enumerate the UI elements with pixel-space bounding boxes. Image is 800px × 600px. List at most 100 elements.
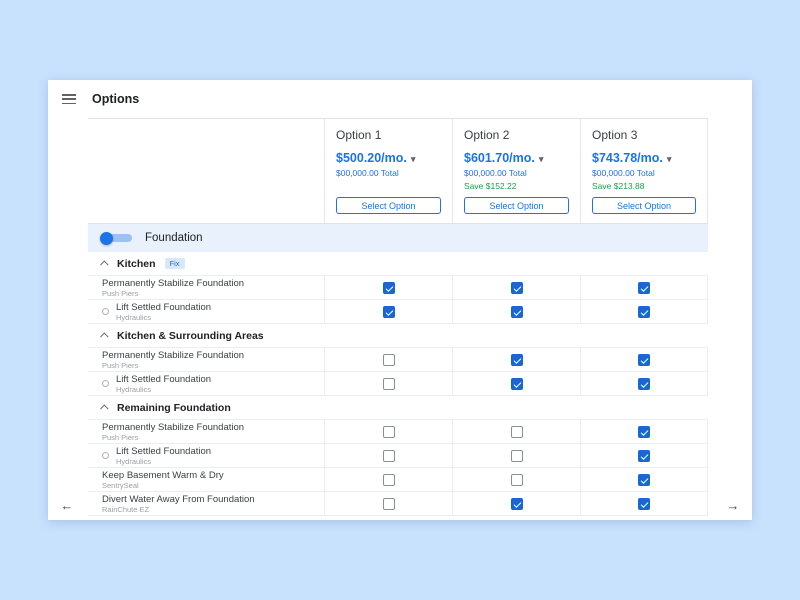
row-title: Keep Basement Warm & Dry xyxy=(102,469,224,481)
table-row: Divert Water Away From Foundation RainCh… xyxy=(88,492,708,516)
option-price: $743.78/mo. xyxy=(592,151,663,165)
row-label: Lift Settled Foundation Hydraulics xyxy=(88,372,324,395)
table-row: Lift Settled Foundation Hydraulics xyxy=(88,300,708,324)
checkbox[interactable] xyxy=(510,353,523,366)
checkbox[interactable] xyxy=(510,497,523,510)
table-row: Permanently Stabilize Foundation Push Pi… xyxy=(88,276,708,300)
checkbox[interactable] xyxy=(510,377,523,390)
select-option-button[interactable]: Select Option xyxy=(592,197,696,214)
checkbox[interactable] xyxy=(638,425,650,438)
checkbox[interactable] xyxy=(382,281,395,294)
checkbox[interactable] xyxy=(638,353,650,366)
row-label: Permanently Stabilize Foundation Push Pi… xyxy=(88,276,324,299)
checkbox[interactable] xyxy=(638,377,650,390)
table-row: Keep Basement Warm & Dry SentrySeal xyxy=(88,468,708,492)
checkbox[interactable] xyxy=(382,377,395,390)
option-label: Option 2 xyxy=(464,128,510,142)
row-subtitle: SentrySeal xyxy=(102,480,139,490)
option-price-dropdown[interactable]: $500.20/mo. xyxy=(336,151,441,165)
chevron-up-icon xyxy=(100,403,109,413)
checkbox[interactable] xyxy=(382,425,395,438)
checkbox[interactable] xyxy=(638,473,650,486)
option-3-header: Option 3 $743.78/mo. $00,000.00 Total Sa… xyxy=(580,119,708,223)
checkbox[interactable] xyxy=(382,449,395,462)
table-row: Lift Settled Foundation Hydraulics xyxy=(88,372,708,396)
row-label: Lift Settled Foundation Hydraulics xyxy=(88,300,324,323)
option-total: $00,000.00 Total xyxy=(592,168,655,178)
checkbox[interactable] xyxy=(382,353,395,366)
checkbox[interactable] xyxy=(510,473,523,486)
chevron-down-icon xyxy=(667,151,672,165)
option-price-dropdown[interactable]: $743.78/mo. xyxy=(592,151,696,165)
section-label: Kitchen xyxy=(117,257,156,270)
category-band-foundation: Foundation xyxy=(88,224,708,252)
select-option-button[interactable]: Select Option xyxy=(464,197,569,214)
section-header-remaining-foundation[interactable]: Remaining Foundation xyxy=(88,396,708,420)
row-title: Lift Settled Foundation xyxy=(116,373,212,385)
option-total: $00,000.00 Total xyxy=(464,168,527,178)
row-subtitle: RainChute EZ xyxy=(102,504,150,514)
checkbox[interactable] xyxy=(638,305,650,318)
row-subtitle: Hydraulics xyxy=(116,312,152,322)
options-panel: Options Option 1 $500.20/mo. $00,000.00 … xyxy=(48,80,752,520)
checkbox[interactable] xyxy=(382,497,395,510)
fix-badge: Fix xyxy=(164,258,185,269)
chevron-up-icon xyxy=(100,331,109,341)
row-subtitle: Hydraulics xyxy=(116,456,152,466)
option-price: $601.70/mo. xyxy=(464,151,535,165)
option-label: Option 3 xyxy=(592,128,638,142)
options-table: Option 1 $500.20/mo. $00,000.00 Total Se… xyxy=(88,118,708,516)
row-title: Permanently Stabilize Foundation xyxy=(102,349,245,361)
row-subtitle: Push Piers xyxy=(102,360,139,370)
radio-button[interactable] xyxy=(102,452,109,459)
row-title: Lift Settled Foundation xyxy=(116,445,212,457)
row-title: Lift Settled Foundation xyxy=(116,301,212,313)
row-label: Permanently Stabilize Foundation Push Pi… xyxy=(88,420,324,443)
radio-button[interactable] xyxy=(102,380,109,387)
checkbox[interactable] xyxy=(638,497,650,510)
radio-button[interactable] xyxy=(102,308,109,315)
row-label: Lift Settled Foundation Hydraulics xyxy=(88,444,324,467)
table-row: Permanently Stabilize Foundation Push Pi… xyxy=(88,420,708,444)
row-subtitle: Hydraulics xyxy=(116,384,152,394)
checkbox[interactable] xyxy=(510,281,523,294)
row-label: Divert Water Away From Foundation RainCh… xyxy=(88,492,324,515)
chevron-down-icon xyxy=(411,151,416,165)
row-title: Permanently Stabilize Foundation xyxy=(102,277,245,289)
toggle-knob xyxy=(100,231,113,245)
row-title: Permanently Stabilize Foundation xyxy=(102,421,245,433)
previous-arrow-button[interactable] xyxy=(58,496,76,514)
menu-icon[interactable] xyxy=(62,94,76,104)
foundation-toggle[interactable] xyxy=(100,231,132,245)
header-spacer xyxy=(88,119,324,223)
chevron-up-icon xyxy=(100,259,109,269)
checkbox[interactable] xyxy=(510,449,523,462)
checkbox[interactable] xyxy=(382,305,395,318)
row-subtitle: Push Piers xyxy=(102,432,139,442)
table-row: Lift Settled Foundation Hydraulics xyxy=(88,444,708,468)
option-total: $00,000.00 Total xyxy=(336,168,399,178)
checkbox[interactable] xyxy=(382,473,395,486)
option-label: Option 1 xyxy=(336,128,382,142)
select-option-button[interactable]: Select Option xyxy=(336,197,441,214)
checkbox[interactable] xyxy=(510,425,523,438)
table-row: Permanently Stabilize Foundation Push Pi… xyxy=(88,348,708,372)
section-header-kitchen[interactable]: Kitchen Fix xyxy=(88,252,708,276)
next-arrow-button[interactable] xyxy=(724,496,742,514)
option-1-header: Option 1 $500.20/mo. $00,000.00 Total Se… xyxy=(324,119,452,223)
checkbox[interactable] xyxy=(638,449,650,462)
row-title: Divert Water Away From Foundation xyxy=(102,493,255,505)
row-label: Keep Basement Warm & Dry SentrySeal xyxy=(88,468,324,491)
toggle-track xyxy=(102,234,132,242)
section-header-kitchen-surrounding[interactable]: Kitchen & Surrounding Areas xyxy=(88,324,708,348)
page-title: Options xyxy=(92,92,140,106)
row-subtitle: Push Piers xyxy=(102,288,139,298)
option-price-dropdown[interactable]: $601.70/mo. xyxy=(464,151,569,165)
section-label: Remaining Foundation xyxy=(117,401,231,414)
top-bar: Options xyxy=(62,92,139,106)
option-savings: Save $152.22 xyxy=(464,181,517,191)
section-label: Kitchen & Surrounding Areas xyxy=(117,329,264,342)
checkbox[interactable] xyxy=(638,281,650,294)
option-2-header: Option 2 $601.70/mo. $00,000.00 Total Sa… xyxy=(452,119,580,223)
checkbox[interactable] xyxy=(510,305,523,318)
